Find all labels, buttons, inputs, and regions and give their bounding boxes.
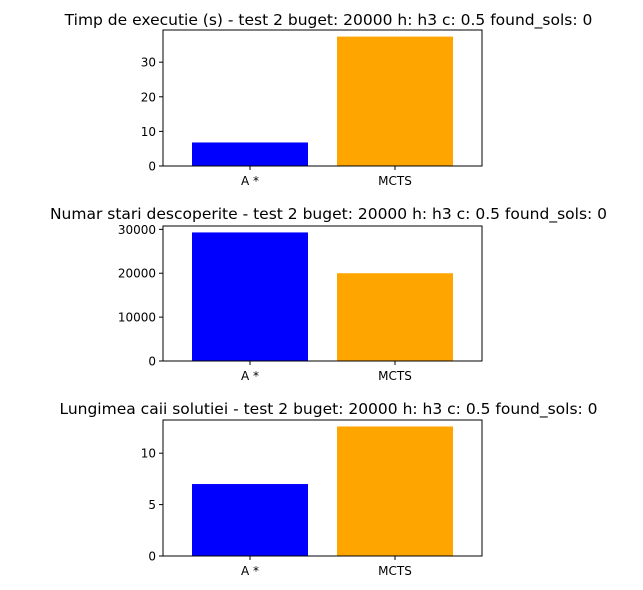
chart-2-ytick-label-1: 10000 bbox=[118, 311, 156, 325]
chart-2-bar-mcts bbox=[337, 273, 453, 361]
chart-3-title: Lungimea caii solutiei - test 2 buget: 2… bbox=[59, 400, 597, 419]
chart-2-frame bbox=[162, 225, 483, 362]
chart-3-frame bbox=[162, 419, 483, 557]
chart-1-ytick-label-3: 30 bbox=[141, 56, 156, 70]
chart-2-bar-a bbox=[192, 232, 308, 361]
chart-1-bar-mcts bbox=[337, 36, 453, 167]
chart-3-xtick-label-1: MCTS bbox=[378, 564, 412, 578]
chart-2-xtick-label-1: MCTS bbox=[378, 369, 412, 383]
chart-1-ytick-label-1: 10 bbox=[141, 125, 156, 139]
chart-3-xtick-label-0: A * bbox=[241, 564, 259, 578]
chart-2-title: Numar stari descoperite - test 2 buget: … bbox=[50, 205, 607, 224]
chart-1-title: Timp de executie (s) - test 2 buget: 200… bbox=[64, 11, 593, 30]
chart-2-xtick-label-0: A * bbox=[241, 369, 259, 383]
chart-3-ytick-label-2: 10 bbox=[141, 447, 156, 461]
chart-1-xtick-label-0: A * bbox=[241, 174, 259, 188]
chart-2-ytick-label-3: 30000 bbox=[118, 223, 156, 237]
chart-1-xtick-label-1: MCTS bbox=[378, 174, 412, 188]
chart-1-bar-a bbox=[192, 142, 308, 166]
chart-1-ytick-label-0: 0 bbox=[148, 160, 156, 174]
chart-3-ytick-label-0: 0 bbox=[148, 550, 156, 564]
chart-3-ytick-label-1: 5 bbox=[148, 498, 156, 512]
chart-3-bar-mcts bbox=[337, 426, 453, 556]
chart-3-bar-a bbox=[192, 484, 308, 556]
chart-1-frame bbox=[162, 29, 483, 167]
chart-2-ytick-label-0: 0 bbox=[148, 355, 156, 369]
chart-2-ytick-label-2: 20000 bbox=[118, 267, 156, 281]
chart-1-ytick-label-2: 20 bbox=[141, 90, 156, 104]
